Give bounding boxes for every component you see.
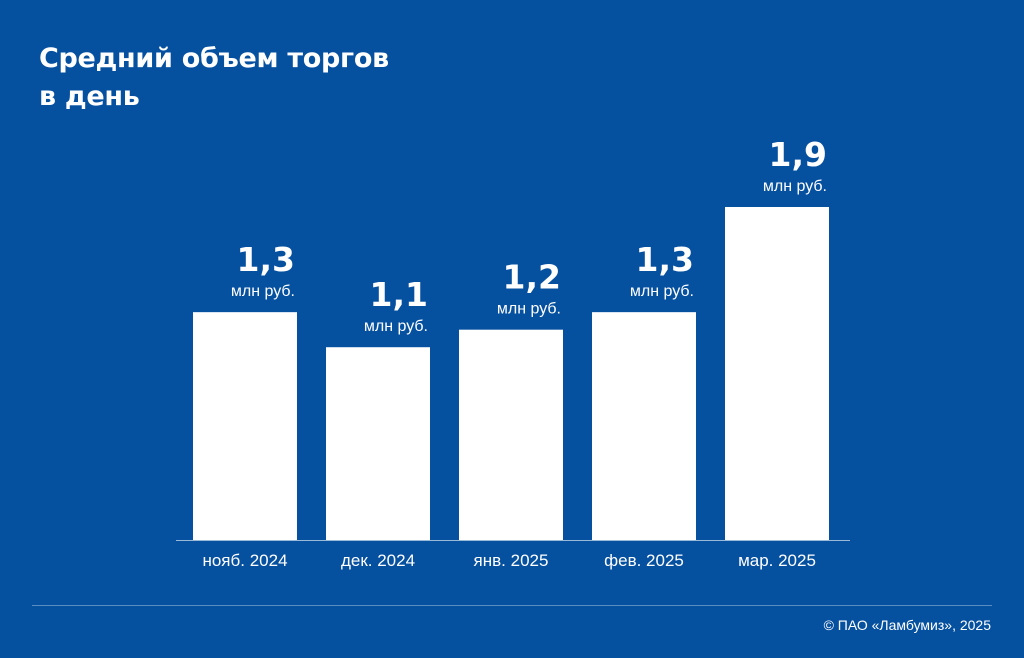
bar-value-label-3: 1,2 <box>503 258 561 297</box>
bar-value-label-1: 1,3 <box>237 240 295 279</box>
bar-value-label-5: 1,9 <box>769 135 827 174</box>
x-tick-label-4: фев. 2025 <box>604 551 684 570</box>
footer-divider <box>32 605 992 606</box>
x-tick-label-5: мар. 2025 <box>738 551 816 570</box>
bar-5 <box>725 207 829 540</box>
bar-2 <box>326 347 430 540</box>
bar-unit-label-5: млн руб. <box>763 178 827 195</box>
chart-title: Средний объем торгов в день <box>39 40 499 116</box>
x-tick-label-3: янв. 2025 <box>474 551 549 570</box>
bar-unit-label-1: млн руб. <box>231 283 295 300</box>
bar-value-label-2: 1,1 <box>370 275 428 314</box>
bar-unit-label-2: млн руб. <box>364 318 428 335</box>
bar-unit-label-4: млн руб. <box>630 283 694 300</box>
chart-title-line-2: в день <box>39 81 140 112</box>
chart-title-line-1: Средний объем торгов <box>39 43 389 74</box>
bar-chart: 1,3 млн руб. нояб. 2024 1,1 млн руб. дек. 202… <box>176 135 850 570</box>
bar-value-label-4: 1,3 <box>636 240 694 279</box>
x-tick-label-2: дек. 2024 <box>341 551 415 570</box>
bar-4 <box>592 312 696 540</box>
x-tick-label-1: нояб. 2024 <box>202 551 287 570</box>
copyright-text: © ПАО «Ламбумиз», 2025 <box>823 617 991 633</box>
bar-3 <box>459 329 563 540</box>
bar-unit-label-3: млн руб. <box>497 301 561 318</box>
bar-1 <box>193 312 297 540</box>
